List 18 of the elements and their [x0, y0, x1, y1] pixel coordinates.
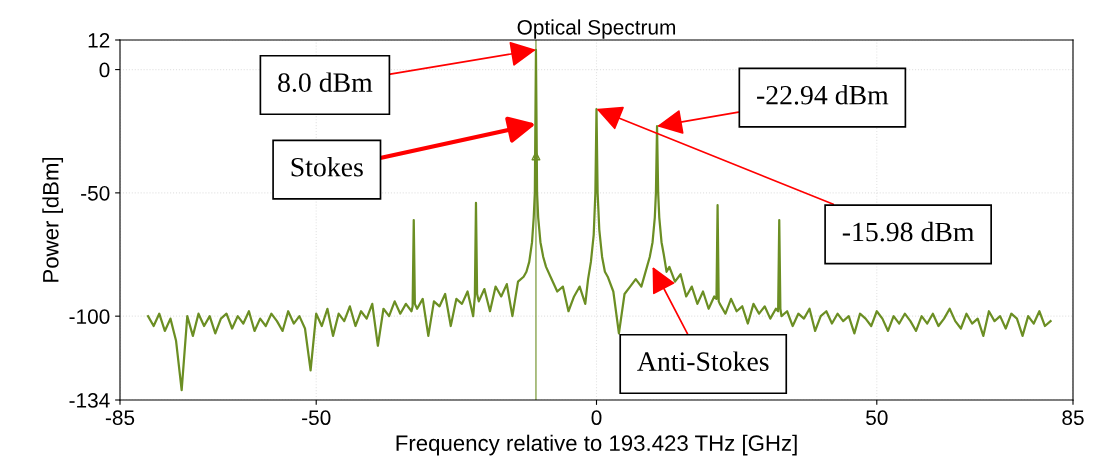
x-tick-label: 85: [1062, 410, 1084, 426]
annotation: -22.94 dBm: [757, 85, 889, 105]
x-axis-title: Frequency relative to 193.423 THz [GHz]: [396, 434, 797, 456]
y-tick-label: 0: [99, 62, 110, 78]
y-tick-label: -50: [81, 185, 110, 201]
y-tick-label: -100: [69, 309, 110, 324]
y-axis-title: Power [dBm]: [42, 157, 64, 282]
annotation: -15.98 dBm: [842, 221, 975, 242]
chart-title: Optical Spectrum: [517, 19, 676, 39]
y-tick-label: 12: [88, 33, 110, 48]
annotation: Stokes: [291, 157, 363, 177]
annotation: 8.0 dBm: [278, 72, 373, 93]
x-tick-label: 50: [866, 410, 888, 426]
x-tick-label: -85: [105, 410, 135, 426]
annotation: Anti-Stokes: [637, 351, 769, 371]
x-tick-label: 0: [591, 410, 602, 426]
x-tick-label: -50: [302, 410, 331, 426]
y-tick-label: -134: [69, 393, 110, 408]
